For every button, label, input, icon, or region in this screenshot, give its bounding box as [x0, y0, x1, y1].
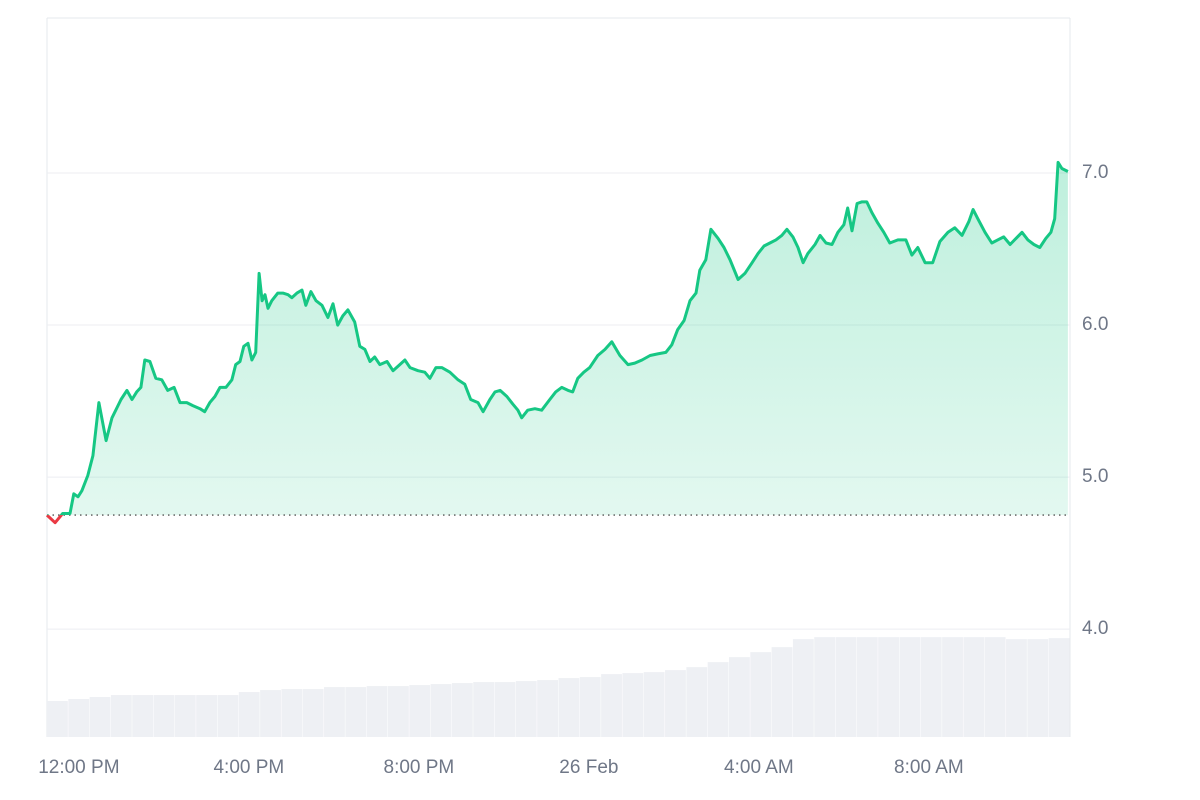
volume-bar [366, 686, 388, 737]
y-tick-label: 5.0 [1082, 466, 1108, 487]
volume-bar [899, 637, 921, 737]
volume-bar [537, 680, 558, 737]
volume-bar [217, 695, 239, 737]
volume-bar [771, 647, 793, 737]
volume-bar [1027, 639, 1049, 737]
volume-bar [451, 683, 473, 737]
volume-bar [558, 678, 580, 737]
volume-bar [132, 695, 154, 737]
volume-bar [238, 692, 260, 737]
volume-bar [707, 662, 729, 737]
volume-bar [750, 652, 772, 737]
volume-bar [1006, 639, 1027, 737]
volume-bar [984, 637, 1006, 737]
volume-bar [792, 639, 814, 737]
x-tick-label: 4:00 PM [213, 757, 284, 778]
volume-bar [153, 695, 175, 737]
volume-bar [494, 682, 516, 737]
volume-bar [835, 637, 857, 737]
volume-bar [174, 695, 196, 737]
volume-bar [324, 687, 345, 737]
volume-bar [345, 687, 367, 737]
volume-bar [473, 682, 495, 737]
x-tick-label: 4:00 AM [724, 757, 794, 778]
x-tick-label: 12:00 PM [38, 757, 119, 778]
volume-bar [47, 701, 68, 737]
volume-bar [110, 695, 132, 737]
x-tick-label: 8:00 AM [894, 757, 964, 778]
price-line [47, 160, 1069, 516]
volume-bar [963, 637, 985, 737]
y-tick-label: 7.0 [1082, 162, 1108, 183]
volume-bar [942, 637, 963, 737]
y-tick-label: 4.0 [1082, 618, 1108, 639]
volume-bar [281, 689, 303, 737]
x-tick-label: 26 Feb [559, 757, 618, 778]
volume-bar [814, 637, 836, 737]
area [61, 162, 1068, 516]
volume-bar [729, 657, 750, 737]
volume-bar [388, 686, 409, 737]
volume-bar [920, 637, 942, 737]
volume-bar [579, 677, 601, 737]
volume-bar [878, 637, 899, 737]
volume-bar [622, 673, 644, 737]
volume-bar [515, 681, 537, 737]
volume-bar [196, 695, 217, 737]
volume-bar [302, 689, 324, 737]
volume-bar [665, 670, 686, 737]
x-tick-label: 8:00 PM [384, 757, 455, 778]
volume-bar [856, 637, 878, 737]
volume-bar [260, 690, 281, 737]
volume-bar [89, 697, 111, 737]
volume-bar [601, 674, 622, 737]
volume-bar [68, 699, 90, 737]
volume-bar [643, 672, 665, 737]
volume-bar [430, 684, 452, 737]
volume-bar [1048, 638, 1070, 737]
volume-bar [686, 667, 708, 737]
y-tick-label: 6.0 [1082, 314, 1108, 335]
volume-bar [409, 685, 431, 737]
